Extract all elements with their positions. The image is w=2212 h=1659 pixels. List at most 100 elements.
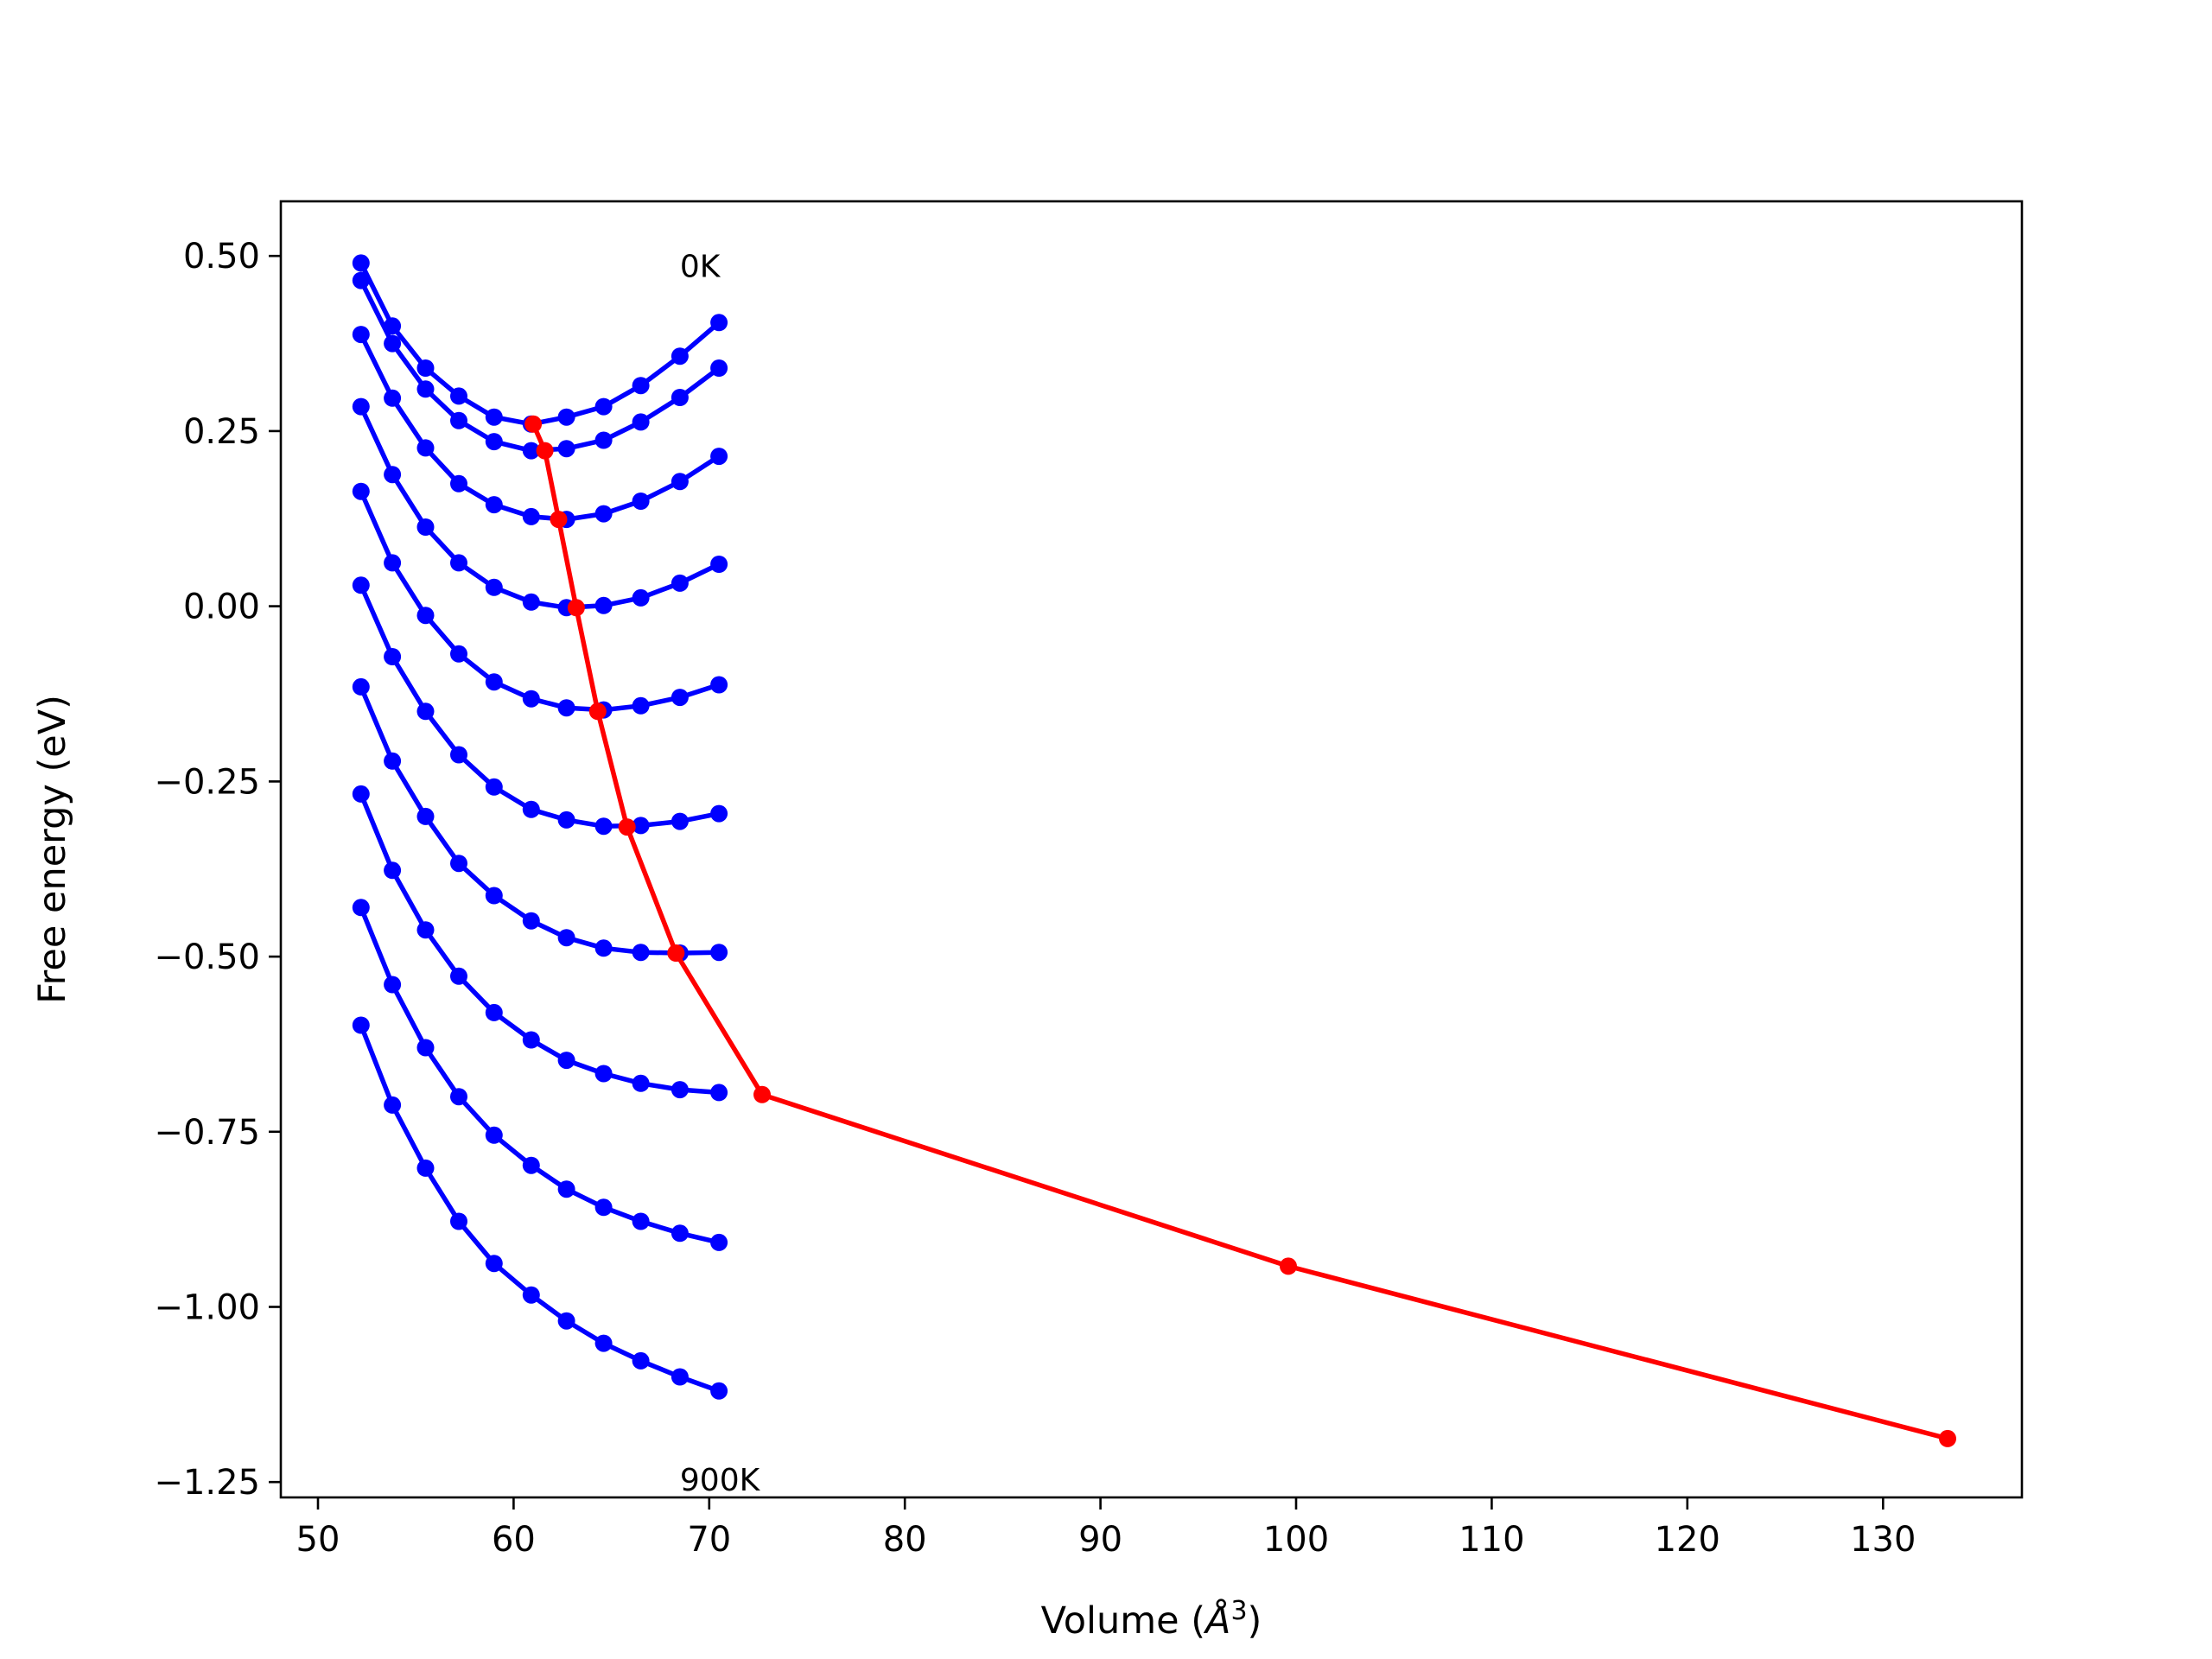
isotherm-point-2-9 — [671, 473, 689, 491]
isotherm-point-2-5 — [522, 507, 540, 525]
x-tick-label-8: 130 — [1850, 1520, 1916, 1560]
isotherm-point-7-8 — [632, 1074, 650, 1092]
isotherm-point-1-10 — [710, 359, 728, 377]
isotherm-point-3-4 — [485, 578, 503, 596]
y-axis-label: Free energy (eV) — [31, 695, 74, 1004]
minimum-energy-point-6 — [667, 944, 685, 962]
annotation-group: 0K 900K — [680, 250, 761, 1498]
y-tick-label-5: −0.75 — [154, 1113, 260, 1153]
isotherm-point-5-7 — [594, 817, 613, 836]
isotherm-point-9-2 — [416, 1159, 435, 1177]
isotherm-point-8-4 — [485, 1126, 503, 1144]
isotherm-point-5-0 — [352, 576, 370, 594]
isotherm-point-4-1 — [384, 554, 402, 572]
isotherm-point-6-10 — [710, 944, 728, 962]
y-tick-label-2: 0.00 — [183, 588, 260, 627]
isotherm-point-7-2 — [416, 921, 435, 939]
isotherm-point-3-3 — [450, 554, 467, 572]
isotherm-point-9-7 — [594, 1334, 613, 1352]
x-axis-label-exponent: 3 — [1230, 1596, 1247, 1626]
minimum-energy-series-group — [524, 415, 1956, 1447]
minimum-energy-point-5 — [618, 818, 636, 836]
temperature-annotation-0: 0K — [680, 250, 721, 285]
isotherm-point-9-1 — [384, 1096, 402, 1114]
isotherm-point-8-5 — [522, 1156, 540, 1174]
isotherm-point-5-4 — [485, 778, 503, 796]
isotherm-point-5-2 — [416, 702, 435, 721]
isotherm-point-0-2 — [416, 359, 435, 377]
minimum-energy-point-8 — [1280, 1257, 1297, 1275]
isotherm-point-5-5 — [522, 800, 540, 818]
isotherm-point-9-5 — [522, 1286, 540, 1304]
isotherm-point-8-7 — [594, 1198, 613, 1217]
isotherm-point-2-8 — [632, 493, 650, 510]
isotherm-point-4-0 — [352, 482, 370, 500]
isotherm-point-3-9 — [671, 574, 689, 592]
isotherm-point-2-3 — [450, 474, 467, 493]
isotherm-point-6-1 — [384, 752, 402, 770]
isotherm-point-5-1 — [384, 648, 402, 665]
x-axis-label-close: ) — [1248, 1599, 1262, 1643]
isotherm-point-9-3 — [450, 1212, 467, 1230]
x-tick-label-6: 110 — [1459, 1520, 1524, 1560]
isotherm-point-1-2 — [416, 380, 435, 398]
isotherm-point-2-0 — [352, 326, 370, 344]
isotherm-series-group — [352, 254, 728, 1400]
isotherm-point-3-8 — [632, 588, 650, 607]
isotherm-point-8-8 — [632, 1212, 650, 1230]
x-axis-label-unit: Å — [1203, 1599, 1230, 1643]
isotherm-point-0-3 — [450, 387, 467, 405]
isotherm-point-7-4 — [485, 1003, 503, 1021]
isotherm-point-6-5 — [522, 912, 540, 930]
isotherm-point-0-4 — [485, 408, 503, 426]
isotherm-point-4-8 — [632, 696, 650, 715]
x-axis-label-main: Volume ( — [1041, 1599, 1205, 1643]
isotherm-point-7-0 — [352, 785, 370, 803]
isotherm-point-1-4 — [485, 433, 503, 451]
isotherm-point-9-6 — [557, 1312, 575, 1330]
isotherm-point-8-10 — [710, 1233, 728, 1251]
isotherm-point-2-10 — [710, 448, 728, 466]
isotherm-point-4-2 — [416, 607, 435, 625]
isotherm-point-4-6 — [557, 699, 575, 717]
isotherm-point-9-8 — [632, 1351, 650, 1370]
isotherm-point-0-6 — [557, 408, 575, 426]
isotherm-point-3-7 — [594, 596, 613, 614]
isotherm-point-4-3 — [450, 645, 467, 663]
y-tick-label-1: 0.25 — [183, 412, 260, 452]
minimum-energy-point-3 — [567, 599, 585, 617]
minimum-energy-line — [531, 423, 1948, 1441]
isotherm-point-6-8 — [632, 944, 650, 962]
temperature-annotation-1: 900K — [680, 1463, 761, 1498]
isotherm-point-0-10 — [710, 314, 728, 332]
isotherm-point-7-9 — [671, 1081, 689, 1099]
isotherm-point-4-10 — [710, 676, 728, 694]
y-tick-label-0: 0.50 — [183, 237, 260, 276]
isotherm-point-3-1 — [384, 466, 402, 484]
isotherm-point-1-5 — [522, 442, 540, 460]
isotherm-point-7-7 — [594, 1065, 613, 1083]
isotherm-point-5-9 — [671, 812, 689, 830]
x-tick-label-5: 100 — [1263, 1520, 1329, 1560]
y-tick-label-7: −1.25 — [154, 1463, 260, 1503]
isotherm-point-2-1 — [384, 389, 402, 407]
isotherm-point-0-9 — [671, 347, 689, 365]
isotherm-point-9-9 — [671, 1368, 689, 1386]
isotherm-point-1-8 — [632, 413, 650, 431]
isotherm-point-6-6 — [557, 929, 575, 947]
isotherm-point-0-0 — [352, 254, 370, 272]
isotherm-point-0-7 — [594, 397, 613, 416]
x-tick-label-1: 60 — [492, 1520, 536, 1560]
y-tick-label-6: −1.00 — [154, 1288, 260, 1328]
isotherm-point-9-0 — [352, 1016, 370, 1034]
minimum-energy-point-0 — [524, 415, 543, 433]
x-tick-label-3: 80 — [883, 1520, 927, 1560]
isotherm-point-4-5 — [522, 690, 540, 708]
x-tick-label-0: 50 — [296, 1520, 340, 1560]
isotherm-point-3-5 — [522, 593, 540, 611]
isotherm-point-5-8 — [632, 817, 650, 835]
isotherm-point-4-4 — [485, 673, 503, 691]
isotherm-point-7-3 — [450, 967, 467, 985]
